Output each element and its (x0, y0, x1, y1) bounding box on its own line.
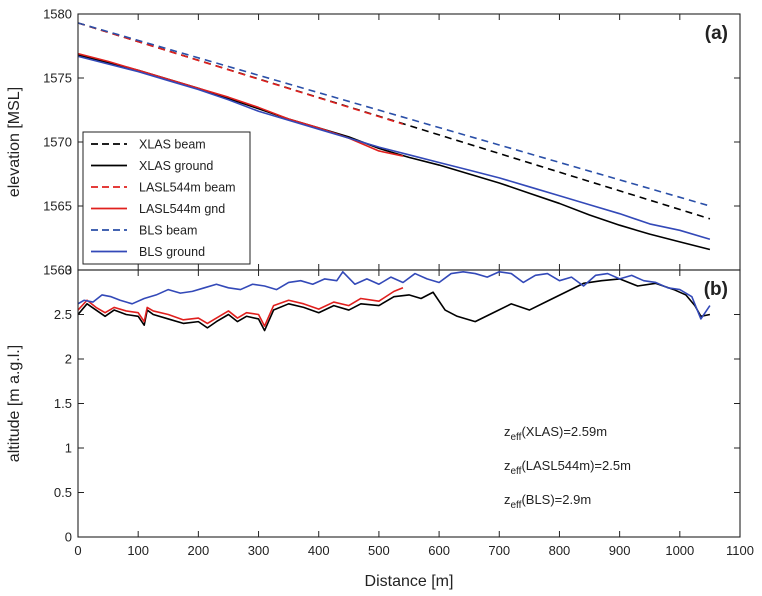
x-tick-label: 500 (368, 543, 390, 558)
annotation-symbol: z (504, 492, 511, 507)
legend-item-label: XLAS ground (139, 159, 213, 173)
zeff-annotation: zeff(BLS)=2.9m (504, 492, 591, 511)
x-tick-label: 100 (127, 543, 149, 558)
x-tick-label: 300 (248, 543, 270, 558)
annotation-value: (BLS)=2.9m (521, 492, 591, 507)
legend-box (82, 131, 251, 265)
y-tick-label: 0 (65, 530, 72, 545)
x-tick-label: 400 (308, 543, 330, 558)
zeff-annotation: zeff(XLAS)=2.59m (504, 424, 607, 443)
legend-item-label: LASL544m gnd (139, 202, 225, 216)
y-tick-label: 2.5 (54, 307, 72, 322)
y-tick-label: 1580 (43, 7, 72, 22)
y-tick-label: 1 (65, 441, 72, 456)
annotation-symbol: z (504, 424, 511, 439)
annotation-value: (XLAS)=2.59m (521, 424, 607, 439)
series-line-lasl544m (78, 287, 404, 327)
y-tick-label: 0.5 (54, 485, 72, 500)
panel-label: (a) (705, 23, 728, 44)
y-axis-label: altitude [m a.g.l.] (6, 345, 23, 462)
y-tick-label: 1.5 (54, 396, 72, 411)
annotation-subscript: eff (511, 432, 522, 443)
y-tick-label: 1565 (43, 199, 72, 214)
x-tick-label: 200 (188, 543, 210, 558)
y-tick-label: 2 (65, 352, 72, 367)
legend-item-label: LASL544m beam (139, 181, 236, 195)
y-axis-label: elevation [MSL] (6, 87, 23, 197)
y-tick-label: 1570 (43, 135, 72, 150)
annotation-value: (LASL544m)=2.5m (521, 458, 630, 473)
annotation-subscript: eff (511, 466, 522, 477)
y-tick-label: 1560 (43, 263, 72, 278)
legend-item-label: BLS beam (139, 224, 197, 238)
series-line-lasl544m-beam (78, 22, 404, 125)
x-tick-label: 800 (549, 543, 571, 558)
legend: XLAS beam XLAS ground LASL544m beam LASL544… (82, 131, 251, 265)
x-tick-label: 0 (74, 543, 81, 558)
zeff-annotation: zeff(LASL544m)=2.5m (504, 458, 631, 477)
series-line-bls-ground (78, 55, 711, 241)
annotation-subscript: eff (511, 500, 522, 511)
x-tick-label: 1100 (726, 543, 754, 558)
y-tick-label: 1575 (43, 71, 72, 86)
x-tick-label: 600 (428, 543, 450, 558)
panel-label: (b) (704, 279, 728, 300)
x-axis-label: Distance [m] (365, 573, 454, 590)
plot-frame (77, 269, 741, 538)
y-tick-label: 3 (65, 263, 72, 278)
annotation-symbol: z (504, 458, 511, 473)
panel-a: 1560 1565 1570 1575 1580 (a) elevation [MSL] XL… (6, 7, 741, 278)
x-tick-label: 700 (488, 543, 510, 558)
x-tick-label: 1000 (665, 543, 694, 558)
panel-b: 0 0.5 1 1.5 2 2.5 3 0 100 200 300 400 500 600 700 800 90… (6, 263, 754, 591)
x-tick-label: 900 (609, 543, 631, 558)
series-line-xlas (78, 278, 711, 332)
series-line-bls-beam (78, 22, 711, 207)
legend-item-label: BLS ground (139, 245, 205, 259)
series-line-bls (78, 270, 711, 320)
legend-item-label: XLAS beam (139, 138, 206, 152)
